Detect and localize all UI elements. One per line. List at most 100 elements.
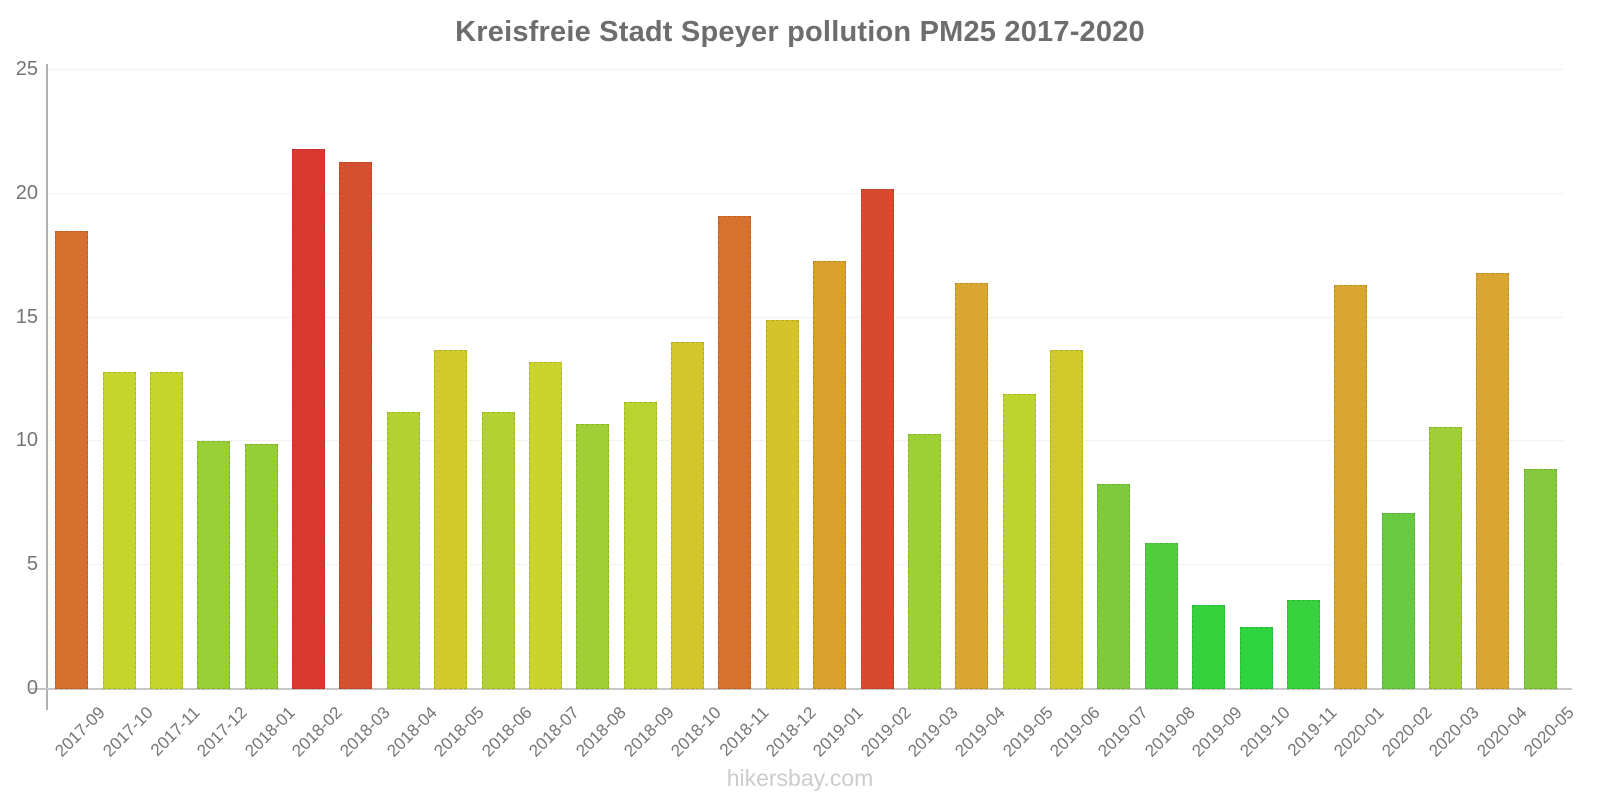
bar-2017-09[interactable] [55, 230, 89, 689]
bar-2019-04[interactable] [955, 282, 989, 689]
x-tick-label-2019-07: 2019-07 [1093, 703, 1152, 761]
bar-2018-05[interactable] [434, 349, 468, 689]
x-tick-label-2018-01: 2018-01 [241, 703, 299, 761]
bar-slot-2018-05: 2018-05 [427, 70, 488, 761]
x-tick-label-2019-10: 2019-10 [1235, 703, 1294, 761]
bar-slot-2019-02: 2019-02 [853, 70, 914, 761]
bar-2018-12[interactable] [765, 320, 799, 689]
x-tick-label-2018-05: 2018-05 [430, 703, 489, 761]
bar-2018-02[interactable] [292, 149, 326, 689]
bar-slot-2018-08: 2018-08 [569, 70, 630, 761]
gridline-y5 [48, 564, 1564, 566]
x-tick-label-2018-08: 2018-08 [572, 703, 631, 761]
bar-2017-11[interactable] [149, 372, 183, 689]
bar-slot-2019-06: 2019-06 [1043, 70, 1104, 761]
x-tick-label-2018-12: 2018-12 [762, 703, 820, 761]
bar-2017-12[interactable] [197, 441, 231, 689]
x-tick-label-2019-01: 2019-01 [809, 703, 868, 761]
bar-slot-2018-12: 2018-12 [759, 70, 820, 761]
chart-title: Kreisfreie Stadt Speyer pollution PM25 2… [455, 16, 1145, 48]
bar-slot-2018-02: 2018-02 [285, 70, 346, 761]
bar-2018-09[interactable] [623, 401, 657, 689]
x-tick-label-2018-07: 2018-07 [525, 703, 583, 761]
bar-2018-07[interactable] [528, 362, 562, 689]
watermark-text: hikersbay.com [726, 765, 874, 791]
bar-slot-2019-11: 2019-11 [1280, 70, 1341, 760]
bar-2018-11[interactable] [718, 216, 752, 689]
y-axis-line [46, 64, 48, 710]
x-tick-label-2018-02: 2018-02 [288, 703, 346, 761]
gridline-y10 [48, 440, 1564, 442]
bar-slot-2018-11: 2018-11 [711, 70, 772, 760]
x-tick-label-2017-10: 2017-10 [98, 703, 157, 761]
bar-2019-07[interactable] [1097, 483, 1131, 689]
x-tick-label-2017-12: 2017-12 [193, 703, 252, 761]
bar-2019-03[interactable] [907, 433, 941, 689]
bar-2019-11[interactable] [1286, 599, 1320, 689]
bar-2020-04[interactable] [1476, 273, 1510, 689]
y-tick-label-5: 5 [26, 553, 38, 576]
y-tick-label-20: 20 [15, 181, 38, 204]
bar-2019-09[interactable] [1192, 604, 1226, 689]
x-tick-label-2019-05: 2019-05 [999, 703, 1057, 761]
y-tick-label-25: 25 [15, 58, 38, 80]
bar-slot-2020-05: 2020-05 [1517, 70, 1578, 761]
x-tick-label-2020-04: 2020-04 [1472, 703, 1531, 761]
x-tick-label-2019-11: 2019-11 [1284, 703, 1341, 760]
bar-2020-05[interactable] [1523, 468, 1557, 689]
bar-slot-2019-09: 2019-09 [1185, 70, 1246, 761]
bar-slot-2017-10: 2017-10 [95, 70, 156, 761]
plot-area: 2017-09 2017-10 2017-11 2017-12 2018-01 2018-… [48, 69, 1578, 761]
x-tick-label-2017-09: 2017-09 [51, 703, 110, 761]
x-tick-label-2018-09: 2018-09 [620, 703, 678, 761]
gridline-y20 [48, 192, 1564, 194]
x-tick-label-2018-04: 2018-04 [383, 703, 441, 761]
bar-2018-04[interactable] [386, 411, 420, 689]
x-tick-label-2019-06: 2019-06 [1046, 703, 1104, 761]
bar-2019-08[interactable] [1144, 542, 1178, 689]
bar-slot-2018-10: 2018-10 [664, 70, 725, 761]
x-tick-label-2019-08: 2019-08 [1141, 703, 1199, 761]
y-tick-label-10: 10 [15, 429, 38, 452]
bar-2019-10[interactable] [1239, 627, 1273, 689]
bar-2020-02[interactable] [1381, 513, 1415, 689]
x-tick-label-2020-05: 2020-05 [1520, 703, 1578, 761]
bar-2018-08[interactable] [576, 424, 610, 689]
x-tick-label-2018-11: 2018-11 [715, 703, 773, 760]
x-tick-label-2018-06: 2018-06 [477, 703, 536, 761]
bar-slot-2019-03: 2019-03 [901, 70, 962, 761]
bar-2018-03[interactable] [339, 161, 373, 689]
y-tick-label-15: 15 [15, 305, 38, 328]
gridline-y25 [48, 69, 1564, 70]
bar-slot-2018-01: 2018-01 [238, 70, 299, 761]
bar-slot-2020-04: 2020-04 [1469, 70, 1530, 761]
bar-2018-01[interactable] [244, 443, 278, 689]
bar-slot-2018-09: 2018-09 [617, 70, 678, 761]
x-tick-label-2019-02: 2019-02 [856, 703, 915, 761]
bar-slot-2019-07: 2019-07 [1090, 70, 1151, 761]
bar-slot-2019-04: 2019-04 [948, 70, 1009, 761]
bar-2017-10[interactable] [102, 372, 136, 689]
bar-2019-02[interactable] [860, 188, 894, 689]
bar-slot-2018-04: 2018-04 [380, 70, 441, 761]
x-tick-label-2019-09: 2019-09 [1188, 703, 1247, 761]
bar-slot-2017-09: 2017-09 [48, 70, 109, 761]
x-axis-line [30, 688, 1572, 690]
bar-slot-2020-01: 2020-01 [1327, 70, 1388, 761]
bar-2018-06[interactable] [481, 411, 515, 689]
bar-slot-2018-03: 2018-03 [332, 70, 393, 761]
bar-slot-2018-06: 2018-06 [474, 70, 535, 761]
x-tick-label-2017-11: 2017-11 [147, 703, 204, 760]
x-tick-label-2020-01: 2020-01 [1330, 703, 1389, 761]
bar-2019-05[interactable] [1002, 394, 1036, 689]
bar-slot-2019-05: 2019-05 [996, 70, 1057, 761]
bar-2020-01[interactable] [1334, 285, 1368, 689]
x-tick-label-2020-02: 2020-02 [1378, 703, 1436, 761]
bar-slot-2019-08: 2019-08 [1138, 70, 1199, 761]
bar-2019-01[interactable] [813, 260, 847, 689]
x-tick-label-2019-03: 2019-03 [904, 703, 962, 761]
bar-2019-06[interactable] [1050, 349, 1084, 689]
bar-slot-2017-12: 2017-12 [190, 70, 251, 761]
bar-2018-10[interactable] [671, 342, 705, 689]
bar-2020-03[interactable] [1429, 426, 1463, 689]
